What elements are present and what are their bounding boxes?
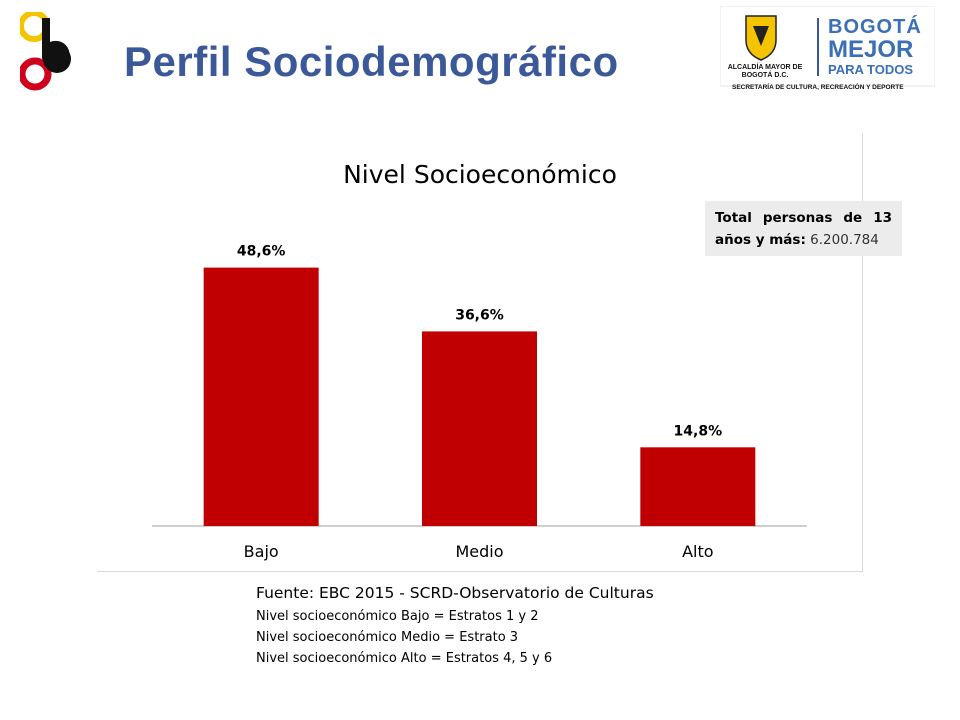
page-title: Perfil Sociodemográfico	[124, 38, 619, 85]
secretaria-text: SECRETARÍA DE CULTURA, RECREACIÓN Y DEPO…	[732, 84, 904, 91]
sebogota-2015-logo	[18, 10, 72, 92]
data-label-bajo: 48,6%	[237, 244, 286, 260]
alcaldia-bogota-logo: ALCALDÍA MAYOR DE BOGOTÁ D.C. BOGOTÁ MEJ…	[720, 6, 935, 96]
data-label-medio: 36,6%	[455, 307, 504, 323]
bar-bajo	[203, 267, 319, 526]
x-tick-label-bajo: Bajo	[244, 542, 279, 561]
x-tick-label-alto: Alto	[682, 542, 713, 561]
data-label-alto: 14,8%	[674, 423, 723, 439]
bar-medio	[422, 331, 537, 526]
chart-title: Nivel Socioeconómico	[343, 160, 617, 189]
brand-top: BOGOTÁ	[828, 16, 922, 38]
brand-mid: MEJOR	[828, 36, 914, 63]
source-main: Fuente: EBC 2015 - SCRD-Observatorio de …	[256, 584, 654, 602]
total-persons-value: 6.200.784	[810, 232, 879, 248]
alcaldia-text: ALCALDÍA MAYOR DE BOGOTÁ D.C.	[727, 64, 803, 79]
source-note-alto: Nivel socioeconómico Alto = Estratos 4, …	[256, 651, 553, 666]
x-tick-label-medio: Medio	[455, 542, 503, 561]
bar-alto	[640, 447, 756, 526]
brand-bottom: PARA TODOS	[828, 62, 913, 77]
source-notes: Fuente: EBC 2015 - SCRD-Observatorio de …	[256, 583, 654, 669]
source-note-bajo: Nivel socioeconómico Bajo = Estratos 1 y…	[256, 609, 539, 624]
total-persons-box: Total personas de 13 años y más: 6.200.7…	[705, 201, 902, 256]
total-persons-label: Total personas de 13 años y más:	[715, 210, 892, 248]
chart-frame	[97, 133, 863, 572]
source-note-medio: Nivel socioeconómico Medio = Estrato 3	[256, 630, 519, 645]
